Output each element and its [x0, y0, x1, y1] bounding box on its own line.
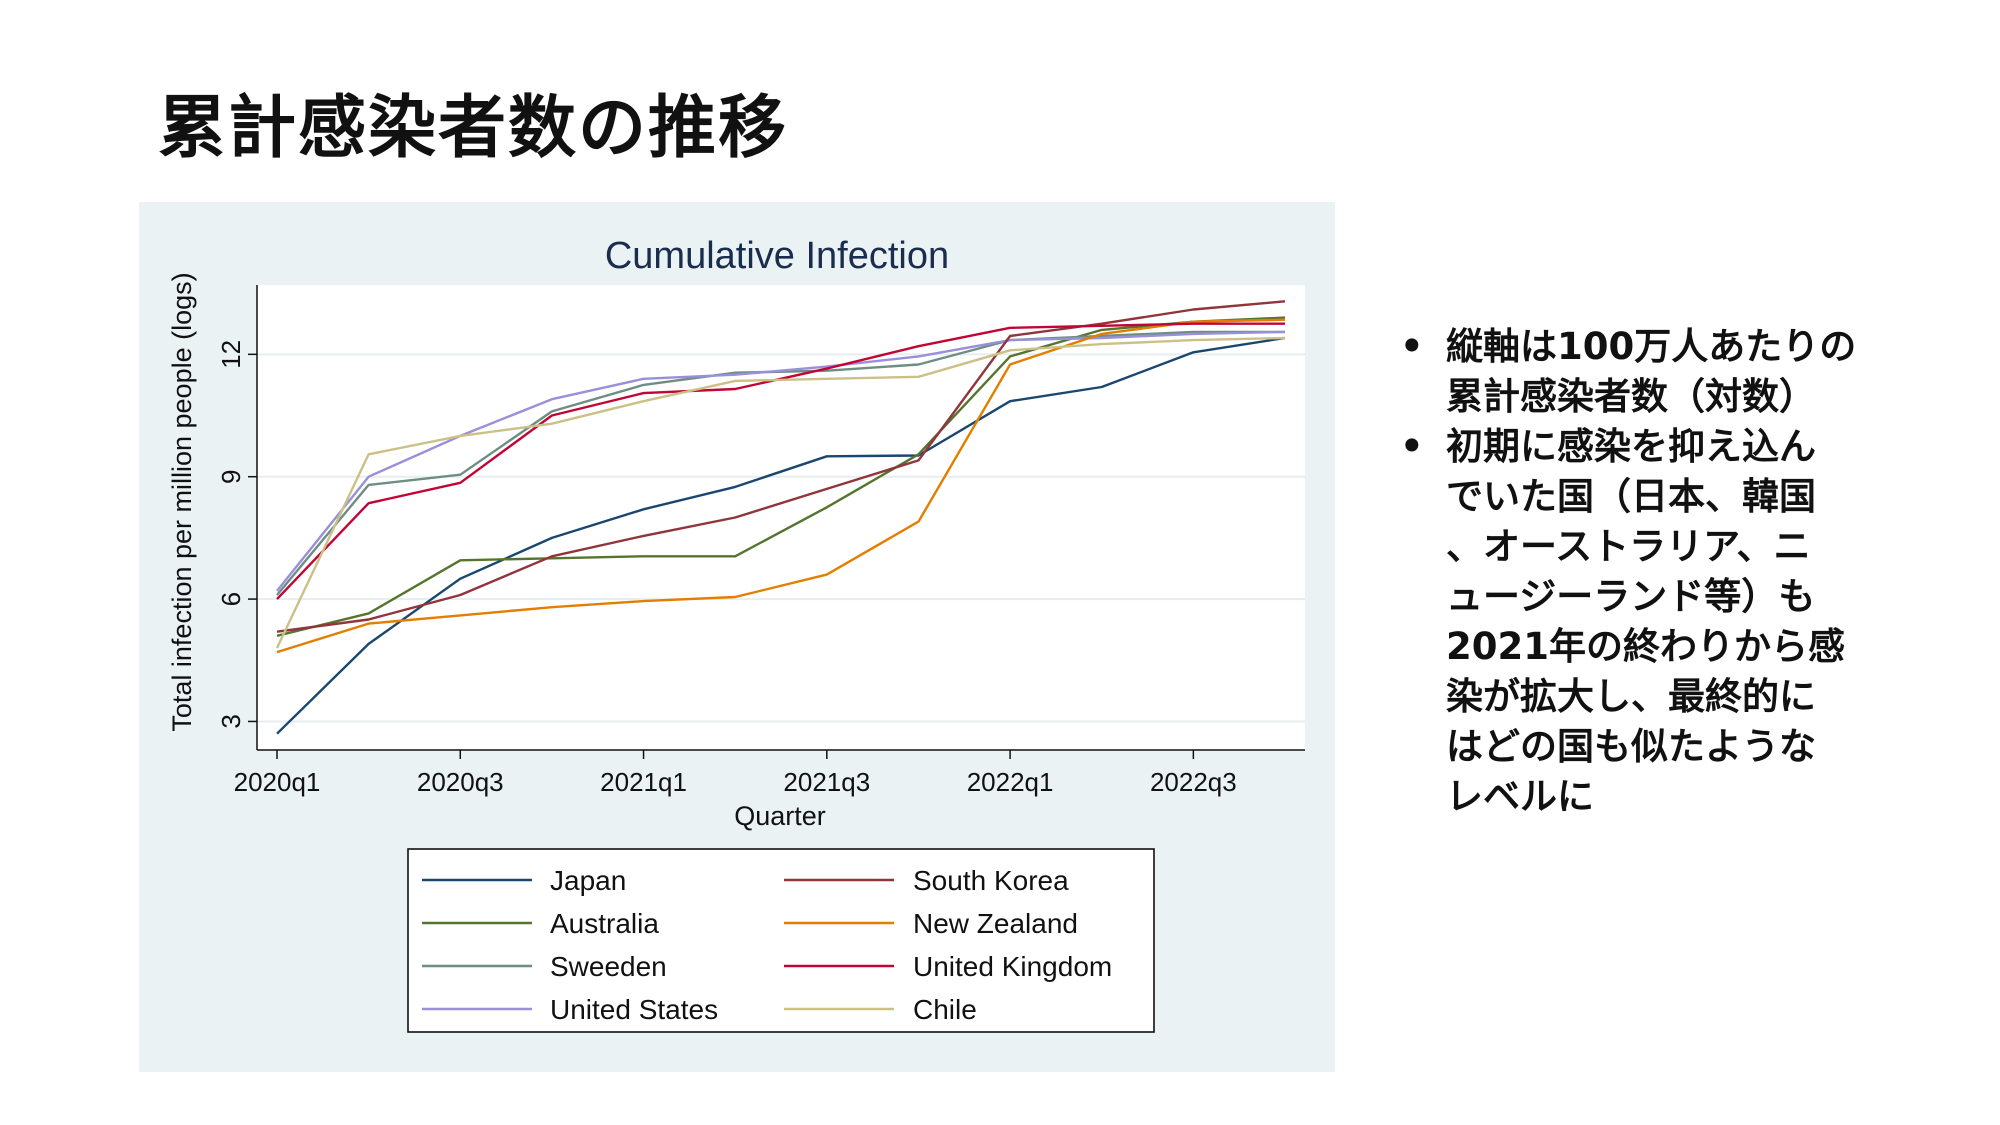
x-tick-label: 2020q1: [234, 767, 321, 797]
series-line-australia: [276, 316, 1286, 637]
bullet-text-line: 2021年の終わりから感: [1446, 625, 1845, 668]
plot-area: [257, 285, 1305, 750]
series-line-united-states: [276, 330, 1286, 592]
chart-title: Cumulative Infection: [605, 235, 949, 277]
bullet-text-line: でいた国（日本、韓国: [1446, 475, 1816, 518]
bullet-item: • 初期に感染を抑え込ん でいた国（日本、韓国 、オーストラリア、ニ ュージーランド等）…: [1400, 422, 1960, 822]
legend-label-united-kingdom: United Kingdom: [913, 951, 1112, 982]
slide-title: 累計感染者数の推移: [158, 89, 789, 168]
y-tick-label: 3: [216, 714, 246, 728]
legend-label-united-states: United States: [550, 994, 718, 1025]
series-line-new-zealand: [276, 318, 1286, 654]
x-axis-label: Quarter: [734, 801, 826, 831]
bullet-dot-icon: •: [1400, 325, 1424, 368]
y-tick-label: 12: [216, 340, 246, 369]
x-tick-label: 2021q1: [600, 767, 687, 797]
legend-label-chile: Chile: [913, 994, 977, 1025]
bullet-text-line: レベルに: [1446, 775, 1594, 818]
y-tick-label: 6: [216, 592, 246, 606]
bullet-text-line: 、オーストラリア、ニ: [1446, 525, 1811, 568]
bullet-text-line: 縦軸は100万人あたりの: [1446, 325, 1857, 368]
legend-label-australia: Australia: [550, 908, 659, 939]
x-tick-label: 2020q3: [417, 767, 504, 797]
x-tick-label: 2022q3: [1150, 767, 1237, 797]
cumulative-infection-chart: Cumulative Infection Total infection per…: [167, 235, 1305, 1033]
bullet-text-line: 染が拡大し、最終的に: [1446, 675, 1816, 718]
legend-label-new-zealand: New Zealand: [913, 908, 1078, 939]
legend-label-japan: Japan: [550, 865, 626, 896]
y-axis-label: Total infection per million people (logs…: [167, 272, 197, 731]
legend-label-sweeden: Sweeden: [550, 951, 667, 982]
bullet-text-line: 累計感染者数（対数）: [1446, 375, 1816, 418]
bullet-text-line: ュージーランド等）も: [1446, 575, 1816, 618]
bullet-text-line: 初期に感染を抑え込ん: [1446, 425, 1816, 468]
bullet-item: • 縦軸は100万人あたりの 累計感染者数（対数）: [1400, 322, 1960, 422]
bullet-list: • 縦軸は100万人あたりの 累計感染者数（対数） • 初期に感染を抑え込ん でいた国（日…: [1400, 322, 1960, 822]
y-tick-label: 9: [216, 469, 246, 483]
chart-panel: Cumulative Infection Total infection per…: [139, 202, 1335, 1072]
bullet-text-line: はどの国も似たような: [1446, 725, 1816, 768]
bullet-dot-icon: •: [1400, 425, 1424, 468]
series-line-south-korea: [276, 300, 1286, 633]
series-line-japan: [276, 336, 1286, 735]
legend-box: [407, 848, 1155, 1033]
x-tick-label: 2021q3: [783, 767, 870, 797]
legend-label-south-korea: South Korea: [913, 865, 1069, 896]
x-tick-label: 2022q1: [967, 767, 1054, 797]
series-line-chile: [275, 336, 1286, 649]
